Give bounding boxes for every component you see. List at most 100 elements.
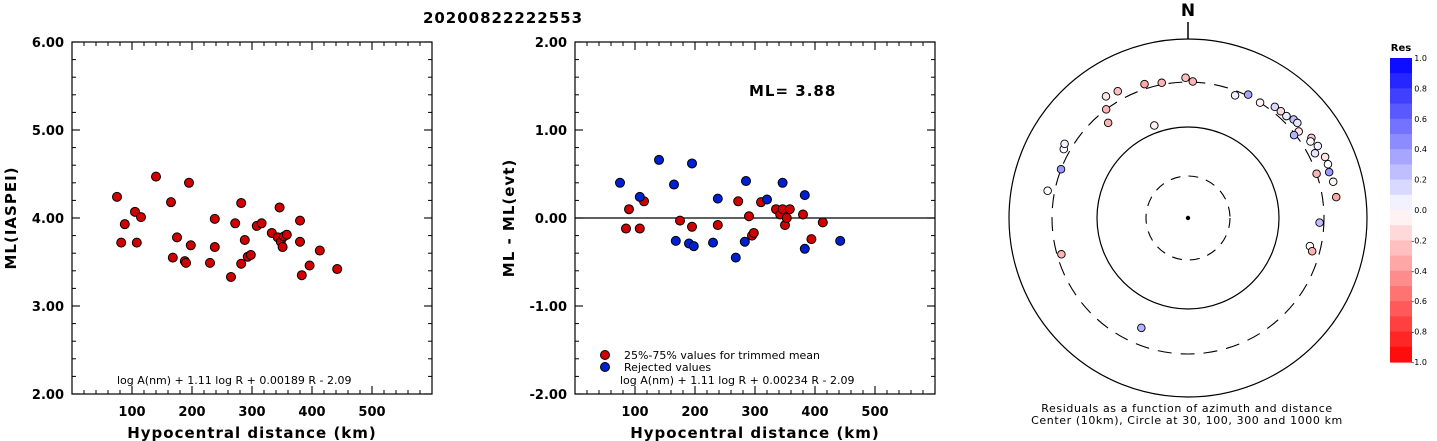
colorbar-cell — [1390, 134, 1412, 150]
plot1-x-tick-label: 500 — [358, 405, 385, 420]
colorbar-title: Res — [1391, 43, 1411, 54]
colorbar-cell — [1390, 225, 1412, 241]
station-residual-point — [1101, 92, 1111, 101]
plot1-data-point — [112, 191, 122, 202]
ml-event-annotation: ML= 3.88 — [749, 82, 836, 100]
plot2-data-point — [708, 237, 718, 248]
plot2-x-tick-label: 200 — [681, 405, 708, 420]
plot1-data-point — [256, 218, 267, 229]
plot1-x-tick-label: 400 — [298, 405, 325, 420]
plot2-y-tick-label: -2.00 — [530, 388, 567, 403]
plot2-data-point — [688, 241, 699, 252]
plot1-data-point — [116, 237, 127, 248]
colorbar-cell — [1390, 118, 1412, 135]
plot2-data-point — [634, 223, 645, 234]
station-residual-point — [1043, 186, 1052, 195]
plot2-data-point — [777, 177, 788, 188]
plot1-data-point — [332, 264, 343, 275]
plot1-data-point — [296, 270, 307, 281]
station-residual-point — [1101, 105, 1111, 114]
plot1-data-point — [274, 202, 285, 213]
plot1-data-point — [236, 258, 247, 269]
colorbar-cell — [1390, 179, 1412, 196]
plot2-x-axis-label: Hypocentral distance (km) — [630, 424, 880, 441]
colorbar-cell — [1390, 210, 1412, 226]
residual-colorbar: Res 1.0 0.8 0.6 0.4 0.2 0.0 -0.2 -0.4 -0.6 -0.8 -1… — [1390, 43, 1427, 367]
plot1-data-point — [230, 218, 241, 229]
station-residual-point — [1282, 111, 1291, 121]
plot1-data-point — [131, 237, 142, 248]
plot2-data-point — [835, 235, 846, 246]
colorbar-cell — [1390, 149, 1412, 165]
plot1-data-point — [245, 249, 256, 260]
plot1-data-point — [136, 212, 146, 223]
plot2-y-axis-label: ML - ML(evt) — [500, 159, 518, 277]
colorbar-cell — [1390, 73, 1412, 89]
station-residual-point — [1320, 152, 1330, 162]
station-residual-point — [1230, 91, 1240, 100]
azimuth-residual-map: N Residuals as a function of azimuth and… — [1008, 1, 1368, 427]
station-residual-point — [1255, 98, 1265, 107]
plot2-data-point — [744, 211, 754, 222]
plot2-x-tick-label: 400 — [801, 405, 828, 420]
station-residual-point — [1057, 250, 1066, 259]
colorbar-cell — [1390, 255, 1412, 272]
plot2-y-tick-label: 1.00 — [535, 124, 567, 139]
plot2-data-point — [781, 213, 792, 223]
plot1-data-point — [209, 242, 220, 253]
plot1-formula: log A(nm) + 1.11 log R + 0.00189 R - 2.0… — [117, 374, 351, 387]
station-residual-point — [1243, 90, 1253, 99]
colorbar-tick-label: -0.6 — [1411, 297, 1427, 306]
plot2-data-point — [669, 179, 679, 190]
plot2-data-point — [762, 194, 772, 205]
plot1-data-point — [209, 213, 220, 224]
plot2-data-point — [712, 193, 723, 204]
station-residual-point — [1060, 139, 1069, 149]
station-residual-point — [1270, 102, 1280, 112]
colorbar-tick-label: -0.4 — [1411, 267, 1427, 276]
station-residual-point — [1323, 160, 1333, 169]
colorbar-cell — [1390, 164, 1412, 181]
circle-30km — [1145, 175, 1231, 261]
map-caption-line2: Center (10km), Circle at 30, 100, 300 an… — [1031, 414, 1343, 427]
station-residual-point — [1315, 218, 1324, 227]
plot2-data-point — [712, 220, 723, 231]
plot2-data-point — [784, 204, 795, 215]
plot1-y-tick-label: 6.00 — [32, 36, 64, 51]
plot2-data-point — [687, 221, 697, 232]
station-residual-point — [1310, 149, 1320, 158]
plot2-data-point — [817, 217, 828, 228]
plot1-x-tick-label: 100 — [118, 405, 145, 420]
colorbar-tick-label: 0.0 — [1414, 206, 1427, 215]
colorbar-cell — [1390, 286, 1412, 302]
plot1-y-tick-label: 2.00 — [32, 388, 64, 403]
colorbar-tick-label: -1.0 — [1411, 358, 1427, 367]
station-residual-point — [1312, 169, 1321, 178]
plot2-y-tick-label: -1.00 — [530, 300, 567, 315]
station-residual-point — [1103, 118, 1113, 128]
plot2-y-tick-label: 2.00 — [535, 36, 567, 51]
plot2-data-point — [615, 177, 625, 188]
map-caption-line1: Residuals as a function of azimuth and d… — [1041, 402, 1332, 415]
plot1-x-axis-label: Hypocentral distance (km) — [127, 424, 377, 441]
plot2-data-point — [739, 236, 750, 247]
plot2-x-tick-label: 100 — [621, 405, 648, 420]
station-residual-point — [1181, 73, 1190, 83]
plot1-y-tick-label: 5.00 — [32, 124, 64, 139]
plot1-data-point — [239, 235, 250, 245]
north-label: N — [1181, 1, 1195, 21]
colorbar-cell — [1390, 316, 1412, 333]
plot2-data-point — [733, 196, 744, 207]
epicenter-marker — [1185, 215, 1191, 221]
colorbar-tick-label: 0.6 — [1414, 115, 1427, 124]
plot1-data-point — [314, 245, 325, 256]
legend-marker-trimmed — [600, 350, 610, 360]
legend-label-rejected: Rejected values — [624, 361, 711, 374]
station-residual-point — [1150, 121, 1159, 130]
station-residual-point — [1313, 141, 1323, 151]
plot1-data-point — [295, 215, 305, 226]
station-residual-point — [1056, 165, 1066, 174]
colorbar-tick-label: 0.8 — [1414, 84, 1427, 93]
colorbar-cell — [1390, 301, 1412, 317]
